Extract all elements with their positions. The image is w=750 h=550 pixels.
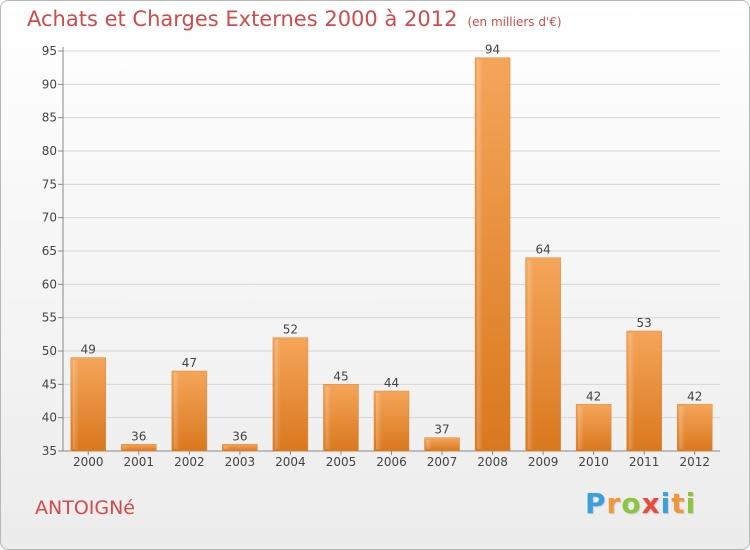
bar-highlight	[123, 446, 130, 449]
bar-value-label: 42	[687, 389, 702, 403]
bar-value-label: 64	[535, 243, 550, 257]
x-tick-label: 2006	[376, 455, 407, 469]
bar	[121, 444, 157, 452]
chart-subtitle: (en milliers d'€)	[467, 15, 562, 29]
bar-value-label: 36	[131, 429, 146, 443]
x-tick-label: 2008	[477, 455, 508, 469]
x-tick-label: 2010	[578, 455, 609, 469]
bar-value-label: 42	[586, 389, 601, 403]
x-tick-label: 2005	[326, 455, 357, 469]
x-tick-label: 2011	[629, 455, 660, 469]
x-tick-label: 2001	[124, 455, 155, 469]
bar-highlight	[477, 59, 484, 450]
bar-value-label: 37	[434, 423, 449, 437]
x-tick-label: 2007	[427, 455, 458, 469]
x-tick-label: 2009	[528, 455, 559, 469]
bar-value-label: 49	[81, 343, 96, 357]
x-tick-label: 2003	[225, 455, 256, 469]
brand-letter: t	[671, 487, 686, 520]
x-tick-label: 2004	[275, 455, 306, 469]
x-tick-label: 2002	[174, 455, 205, 469]
y-tick-label: 85	[42, 111, 57, 125]
brand-letter: P	[585, 487, 607, 520]
bar-value-label: 45	[333, 369, 348, 383]
labels: 35 40 45 50 55 60 65 70 75 80 85 90 95 49 2000 36 2001 47…	[42, 43, 710, 469]
bar-highlight	[578, 406, 585, 449]
bars	[70, 57, 713, 452]
bar-value-label: 52	[283, 323, 298, 337]
y-tick-label: 60	[42, 277, 57, 291]
y-tick-label: 65	[42, 244, 57, 258]
y-tick-label: 35	[42, 444, 57, 458]
brand-letter: i	[660, 487, 672, 520]
brand-logo: Proxiti	[585, 487, 696, 520]
bar	[222, 444, 258, 452]
bar-value-label: 94	[485, 43, 500, 57]
bar-highlight	[426, 439, 433, 449]
bar-value-label: 36	[232, 429, 247, 443]
bar-highlight	[325, 386, 332, 449]
bar	[424, 437, 460, 452]
bar-highlight	[628, 333, 635, 449]
brand-letter: r	[606, 487, 622, 520]
bar-highlight	[527, 259, 534, 449]
commune-name: ANTOIGNé	[35, 497, 136, 519]
x-tick-label: 2012	[679, 455, 710, 469]
x-tick-label: 2000	[73, 455, 104, 469]
brand-letter: o	[621, 487, 642, 520]
bar-value-label: 47	[182, 356, 197, 370]
y-tick-label: 75	[42, 177, 57, 191]
brand-letter: i	[685, 487, 697, 520]
y-tick-label: 50	[42, 344, 57, 358]
bar-highlight	[72, 359, 79, 449]
bar-highlight	[376, 393, 382, 449]
chart-title: Achats et Charges Externes 2000 à 2012 (e…	[27, 7, 562, 31]
y-tick-label: 80	[42, 144, 57, 158]
y-tick-label: 70	[42, 211, 57, 225]
grid-lines	[63, 50, 720, 419]
bar-highlight	[679, 406, 686, 449]
bar-highlight	[224, 446, 231, 449]
chart-title-text: Achats et Charges Externes 2000 à 2012	[27, 7, 458, 31]
y-tick-label: 45	[42, 377, 57, 391]
y-tick-label: 95	[42, 44, 57, 58]
brand-letter: x	[641, 487, 661, 520]
bar-value-label: 44	[384, 376, 399, 390]
bar-highlight	[173, 373, 180, 449]
bar-highlight	[274, 339, 281, 449]
bar-value-label: 53	[637, 316, 652, 330]
y-tick-label: 55	[42, 311, 57, 325]
y-tick-label: 40	[42, 411, 57, 425]
y-tick-label: 90	[42, 77, 57, 91]
